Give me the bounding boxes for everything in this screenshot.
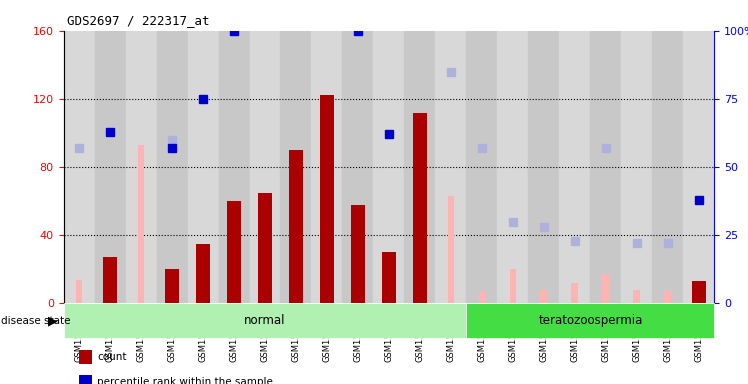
Bar (250, 31, 280, 303)
Bar (311, 31, 343, 303)
Bar (634, 290, 640, 303)
Bar (373, 31, 405, 303)
Text: ▶: ▶ (48, 314, 58, 327)
Bar (509, 269, 516, 303)
Bar (571, 283, 578, 303)
Bar (103, 257, 117, 303)
Bar (343, 31, 373, 303)
Bar (218, 31, 250, 303)
Bar (590, 31, 622, 303)
Bar (413, 113, 427, 303)
Bar (467, 31, 497, 303)
Text: teratozoospermia: teratozoospermia (539, 314, 643, 327)
Bar (435, 31, 467, 303)
Bar (692, 281, 706, 303)
Bar (64, 303, 467, 338)
Bar (351, 205, 365, 303)
Bar (280, 31, 311, 303)
Bar (188, 31, 218, 303)
Bar (684, 31, 714, 303)
Bar (289, 150, 303, 303)
Bar (156, 31, 188, 303)
Bar (382, 252, 396, 303)
Bar (94, 31, 126, 303)
Bar (168, 269, 176, 303)
Bar (541, 290, 548, 303)
Bar (64, 31, 94, 303)
Bar (126, 31, 156, 303)
Bar (196, 244, 210, 303)
Bar (652, 31, 684, 303)
Bar (622, 31, 652, 303)
Text: count: count (97, 352, 126, 362)
Bar (479, 291, 485, 303)
Text: GDS2697 / 222317_at: GDS2697 / 222317_at (67, 14, 209, 27)
Bar (258, 193, 272, 303)
Text: normal: normal (245, 314, 286, 327)
Bar (165, 269, 179, 303)
Bar (320, 96, 334, 303)
Bar (138, 145, 144, 303)
Bar (405, 31, 435, 303)
Text: disease state: disease state (1, 316, 71, 326)
Bar (664, 291, 671, 303)
Bar (447, 196, 454, 303)
Bar (467, 303, 714, 338)
Text: percentile rank within the sample: percentile rank within the sample (97, 377, 273, 384)
Bar (497, 31, 528, 303)
Bar (602, 275, 610, 303)
Bar (560, 31, 590, 303)
Bar (76, 280, 82, 303)
Bar (227, 201, 241, 303)
Bar (528, 31, 560, 303)
